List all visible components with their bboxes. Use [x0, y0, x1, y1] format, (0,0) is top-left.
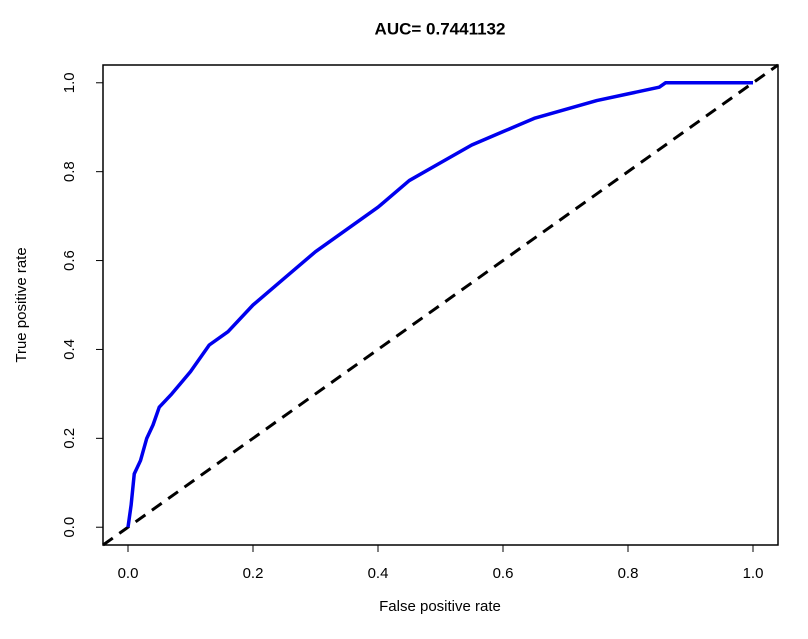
y-tick-label: 0.0	[61, 517, 78, 538]
y-tick-label: 0.2	[61, 428, 78, 449]
x-tick-label: 0.0	[118, 565, 139, 582]
roc-curve	[126, 81, 753, 528]
x-tick-label: 1.0	[743, 565, 764, 582]
diagonal-reference	[102, 63, 779, 547]
y-tick-label: 0.6	[61, 250, 78, 271]
y-axis-label: True positive rate	[13, 247, 30, 362]
y-tick-label: 1.0	[61, 72, 78, 93]
y-tick-label: 0.4	[61, 339, 78, 360]
y-tick-label: 0.8	[61, 161, 78, 182]
x-axis-label: False positive rate	[379, 598, 501, 615]
plot-box	[102, 64, 779, 546]
x-tick-label: 0.8	[618, 565, 639, 582]
x-tick-label: 0.2	[243, 565, 264, 582]
x-tick-label: 0.4	[368, 565, 389, 582]
chart-title: AUC= 0.7441132	[375, 19, 506, 38]
x-tick-label: 0.6	[493, 565, 514, 582]
